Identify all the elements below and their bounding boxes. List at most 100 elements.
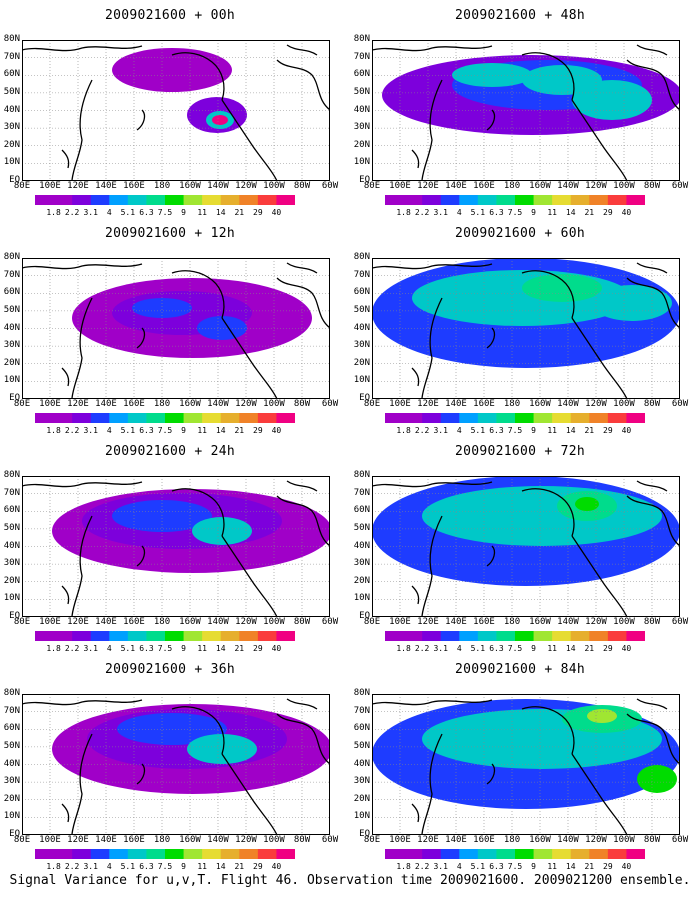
longitude-label: 80E	[13, 617, 31, 627]
latitude-label: 50N	[3, 522, 20, 533]
latitude-label: EQ	[359, 611, 370, 621]
colorbar-swatch	[220, 413, 240, 423]
colorbar-swatch	[626, 195, 645, 205]
longitude-label: 80E	[363, 835, 381, 845]
coastline	[571, 317, 628, 399]
colorbar-swatch	[165, 195, 185, 205]
coastline	[221, 753, 278, 835]
panel-title: 2009021600 + 48h	[454, 8, 586, 23]
coastline	[221, 317, 278, 399]
colorbar-swatch	[183, 195, 203, 205]
colorbar-labels: 1.8 2.2 3.1 4 5.1 6.3 7.5 9 11 14 21 29 40	[35, 644, 295, 654]
latitude-label: 40N	[3, 322, 20, 333]
colorbar-label: 3.1	[433, 644, 448, 653]
longitude-label: 80W	[643, 399, 661, 409]
coastline	[136, 545, 146, 567]
coastline	[276, 713, 330, 765]
colorbar-label: 21	[234, 208, 245, 217]
colorbar-label: 11	[547, 426, 557, 435]
longitude-label: 160E	[123, 399, 145, 409]
colorbar-swatch	[533, 195, 553, 205]
colorbar-swatch	[90, 195, 110, 205]
colorbar	[35, 631, 295, 641]
figure-caption: Signal Variance for u,v,T. Flight 46. Ob…	[9, 873, 691, 888]
variance-contour	[575, 497, 599, 511]
colorbar-label: 3.1	[433, 426, 448, 435]
colorbar-swatch	[570, 849, 590, 859]
latitude-label: 70N	[3, 51, 20, 62]
colorbar-swatch	[422, 413, 442, 423]
longitude-label: 100W	[263, 399, 285, 409]
colorbar-swatch	[202, 631, 222, 641]
colorbar-swatch	[403, 631, 423, 641]
longitude-label: 100E	[39, 835, 61, 845]
colorbar-swatch	[385, 631, 405, 641]
coastline	[372, 699, 493, 706]
latitude-label: EQ	[9, 393, 20, 403]
longitude-label: 80W	[293, 181, 311, 191]
longitude-label: 100E	[389, 617, 411, 627]
colorbar-swatch	[257, 195, 277, 205]
colorbar-label: 21	[234, 862, 245, 871]
coastline	[286, 262, 318, 274]
latitude-label: 70N	[3, 705, 20, 716]
variance-contour	[422, 486, 662, 546]
latitude-label: 20N	[3, 793, 20, 804]
colorbar-label: 5.1	[120, 862, 136, 871]
colorbar-swatch	[440, 849, 460, 859]
coastline	[521, 488, 575, 537]
colorbar-swatch	[109, 413, 129, 423]
colorbar-swatch	[35, 195, 55, 205]
colorbar-swatch	[127, 413, 147, 423]
colorbar-label: 6.3	[489, 426, 504, 435]
colorbar-labels: 1.8 2.2 3.1 4 5.1 6.3 7.5 9 11 14 21 29 40	[35, 426, 295, 436]
latitude-label: 30N	[353, 558, 370, 569]
colorbar-swatch	[53, 413, 73, 423]
colorbar-swatch	[440, 195, 460, 205]
longitude-label: 160W	[179, 617, 201, 627]
latitude-label: EQ	[359, 829, 370, 839]
latitude-label: 50N	[3, 740, 20, 751]
colorbar-label: 3.1	[83, 644, 98, 653]
colorbar-label: 5.1	[470, 644, 486, 653]
latitude-label: 20N	[3, 139, 20, 150]
colorbar-label: 5.1	[120, 426, 136, 435]
colorbar-label: 3.1	[433, 862, 448, 871]
colorbar-labels: 1.8 2.2 3.1 4 5.1 6.3 7.5 9 11 14 21 29 40	[385, 426, 645, 436]
longitude-label: 80E	[13, 835, 31, 845]
colorbar-label: 9	[181, 208, 186, 217]
coastline	[71, 515, 93, 617]
variance-contour	[112, 48, 232, 92]
latitude-label: 20N	[353, 793, 370, 804]
colorbar-swatch	[607, 195, 627, 205]
latitude-label: 40N	[353, 540, 370, 551]
latitude-label: EQ	[9, 611, 20, 621]
coastline	[421, 733, 443, 835]
map-panel: 2009021600 + 60h 80N 70N 60N 50N 40N 30N 20N 10N…	[350, 218, 690, 436]
colorbar-label: 6.3	[139, 644, 154, 653]
colorbar-label: 5.1	[470, 208, 486, 217]
variance-contour	[522, 274, 602, 302]
latitude-label: 80N	[353, 34, 370, 44]
colorbar-label: 9	[181, 644, 186, 653]
longitude-axis: 80E 100E 120E 140E 160E 180 160W 140W 120W 100W 80…	[350, 835, 690, 847]
colorbar-label: 4	[106, 208, 112, 217]
longitude-label: 100E	[389, 835, 411, 845]
colorbar-swatch	[515, 413, 535, 423]
coastline	[636, 698, 668, 710]
longitude-label: 60W	[321, 181, 339, 191]
latitude-label: 40N	[3, 758, 20, 769]
longitude-axis: 80E 100E 120E 140E 160E 180 160W 140W 120W 100W 80…	[350, 617, 690, 629]
colorbar-swatch	[440, 413, 460, 423]
colorbar-swatch	[459, 849, 479, 859]
colorbar-label: 6.3	[489, 862, 504, 871]
coastline	[486, 545, 496, 567]
longitude-label: 80W	[293, 399, 311, 409]
longitude-label: 120W	[585, 399, 607, 409]
map-panel: 2009021600 + 48h 80N 70N 60N 50N 40N 30N 20N 10N…	[350, 0, 690, 217]
colorbar-label: 1.8	[396, 426, 411, 435]
latitude-label: 60N	[353, 287, 370, 298]
longitude-label: 100W	[613, 617, 635, 627]
longitude-label: 100E	[39, 181, 61, 191]
colorbar-swatch	[53, 631, 73, 641]
